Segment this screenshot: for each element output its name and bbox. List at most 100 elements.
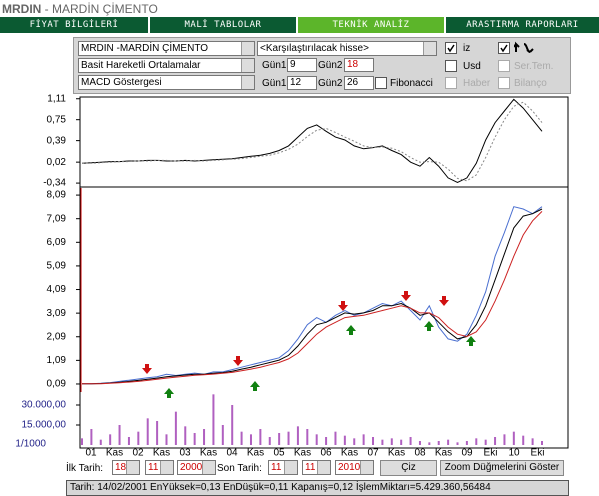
input[interactable]: 26 <box>344 76 374 90</box>
stock-select[interactable]: MRDIN -MARDİN ÇİMENTO <box>78 41 255 56</box>
volume-bar <box>118 425 121 445</box>
volume-bar <box>109 434 112 445</box>
x-tick-label: Kas <box>388 448 405 459</box>
month-select[interactable]: 11 <box>302 460 331 475</box>
volume-bar <box>165 434 168 445</box>
x-tick-label: 10 <box>508 448 520 459</box>
volume-bar <box>372 437 375 445</box>
x-tick-label: Kas <box>435 448 452 459</box>
volume-bar <box>456 442 459 445</box>
y-tick-label: 6,09 <box>47 237 67 248</box>
tab[interactable]: MALİ TABLOLAR <box>150 17 296 33</box>
stock-name: - MARDİN ÇİMENTO <box>41 2 158 16</box>
buy-signal <box>164 388 174 398</box>
compare-select[interactable]: <Karşılaştırılacak hisse> <box>257 41 437 56</box>
year-select[interactable]: 2000 <box>177 460 216 475</box>
x-tick-label: Kas <box>341 448 358 459</box>
draw-button[interactable]: Çiz <box>380 460 437 476</box>
buy-signal <box>466 336 476 346</box>
input[interactable]: 12 <box>287 76 317 90</box>
volume-bar <box>447 439 450 445</box>
y-tick-label: 3,09 <box>47 308 67 319</box>
volume-bar <box>81 438 83 445</box>
volume-bar <box>90 429 93 445</box>
volume-bar <box>390 438 393 445</box>
sell-signal <box>142 364 152 374</box>
checkbox <box>498 77 510 89</box>
x-tick-label: 06 <box>320 448 332 459</box>
volume-bar <box>343 435 346 445</box>
volume-bar <box>353 438 356 445</box>
checkbox[interactable] <box>445 60 457 72</box>
label: Gün2 <box>318 78 343 89</box>
volume-bar <box>174 411 177 445</box>
volume-bar <box>240 431 243 445</box>
volume-bar <box>428 442 431 445</box>
volume-bar <box>212 394 215 445</box>
volume-bar <box>437 441 440 445</box>
y-tick-label: 1,11 <box>47 93 66 104</box>
label: Son Tarih: <box>217 463 262 474</box>
label: İlk Tarih: <box>66 463 104 474</box>
sell-signal <box>233 356 243 366</box>
volume-bar <box>99 439 102 445</box>
month-select[interactable]: 11 <box>145 460 174 475</box>
x-tick-label: Kas <box>247 448 264 459</box>
day-select[interactable]: 18 <box>112 460 140 475</box>
x-tick-label: Kas <box>200 448 217 459</box>
tab-active[interactable]: TEKNİK ANALİZ <box>298 17 444 33</box>
y-tick-label: 2,09 <box>47 331 67 342</box>
volume-bar <box>325 437 328 445</box>
indicator-select[interactable]: Basit Hareketli Ortalamalar <box>78 58 255 73</box>
volume-bar <box>249 434 252 445</box>
day-select[interactable]: 11 <box>268 460 298 475</box>
volume-bar <box>522 435 525 445</box>
volume-bar <box>184 426 187 445</box>
header: MRDIN - MARDİN ÇİMENTO <box>2 2 158 16</box>
checkbox-checked[interactable] <box>445 42 457 54</box>
check <box>447 44 455 53</box>
volume-bar <box>512 431 515 445</box>
year-select[interactable]: 2010 <box>335 460 374 475</box>
series-line <box>82 101 543 182</box>
status-bar: Tarih: 14/02/2001 EnYüksek=0,13 EnDüşük=… <box>66 480 569 496</box>
volume-bar <box>381 439 384 445</box>
checkbox <box>498 60 510 72</box>
checkbox <box>445 77 457 89</box>
x-tick-label: 03 <box>179 448 191 459</box>
indicator-select[interactable]: MACD Göstergesi <box>78 75 255 90</box>
input[interactable]: 18 <box>344 58 374 72</box>
tab[interactable]: ARASTIRMA RAPORLARI <box>446 17 599 33</box>
y-tick-label: 30.000,00 <box>22 400 67 411</box>
checkbox[interactable] <box>375 77 387 89</box>
sell-signal <box>439 296 449 306</box>
x-tick-label: Eki <box>531 448 545 459</box>
y-tick-label: 8,09 <box>47 190 67 201</box>
series-line <box>82 206 543 385</box>
buy-signal <box>346 325 356 335</box>
plot-frame <box>79 96 569 449</box>
checkbox-checked[interactable] <box>498 42 510 54</box>
label: Ser.Tem. <box>514 61 554 72</box>
volume-bar <box>146 418 149 445</box>
volume-bar <box>503 434 506 445</box>
unit-label: 1/1000 <box>15 439 46 450</box>
x-tick-label: 08 <box>414 448 426 459</box>
volume-bar <box>268 437 271 445</box>
volume-bar <box>137 431 140 445</box>
x-tick-label: 01 <box>85 448 97 459</box>
volume-bar <box>278 433 281 445</box>
y-tick-label: 5,09 <box>47 261 67 272</box>
y-tick-label: 15.000,00 <box>22 420 67 431</box>
x-tick-label: 02 <box>132 448 144 459</box>
input[interactable]: 9 <box>287 58 317 72</box>
y-tick-label: 4,09 <box>47 284 67 295</box>
y-tick-label: 7,09 <box>47 213 67 224</box>
volume-bar <box>306 429 309 445</box>
tab[interactable]: FİYAT BİLGİLERİ <box>0 17 148 33</box>
zoom-button[interactable]: Zoom Düğmelerini Göster <box>440 460 564 476</box>
x-tick-label: 09 <box>461 448 473 459</box>
sell-signal <box>401 291 411 301</box>
volume-bar <box>287 431 290 445</box>
